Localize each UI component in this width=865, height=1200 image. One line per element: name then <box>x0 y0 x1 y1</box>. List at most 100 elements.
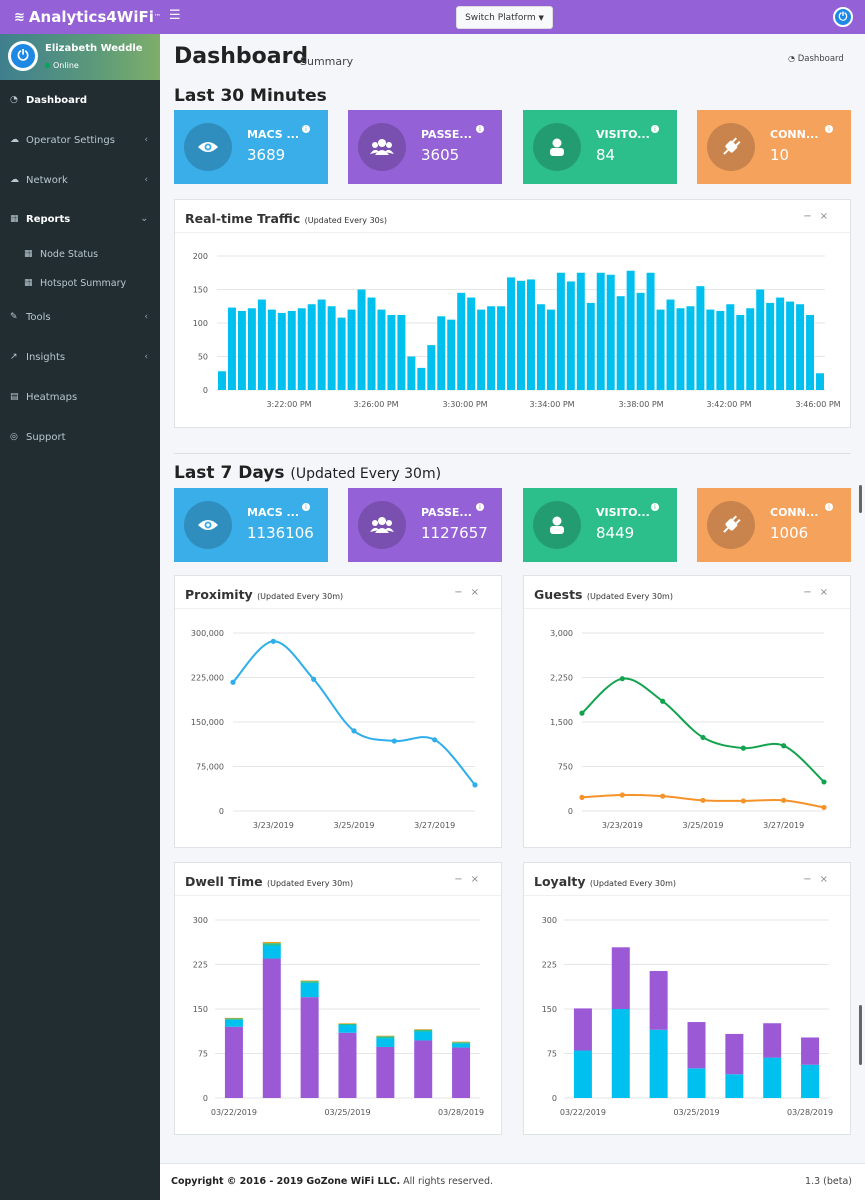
info-icon[interactable]: i <box>302 503 310 511</box>
sidebar-item-insights[interactable]: ↗ Insights ‹ <box>0 347 160 367</box>
y-tick-label: 150,000 <box>191 718 224 727</box>
stacked-bar-segment <box>300 982 319 998</box>
sidebar-item-tools[interactable]: ✎ Tools ‹ <box>0 307 160 327</box>
data-point[interactable] <box>781 743 787 749</box>
data-point[interactable] <box>700 797 706 803</box>
sidebar-item-node-status[interactable]: ▦ Node Status <box>0 244 160 264</box>
y-tick-label: 0 <box>552 1094 557 1103</box>
data-point[interactable] <box>660 698 666 704</box>
traffic-bar <box>417 367 426 390</box>
info-icon[interactable]: i <box>476 125 484 133</box>
info-icon[interactable]: i <box>825 125 833 133</box>
sidebar-item-label: Heatmaps <box>26 391 78 403</box>
traffic-title: Real-time Traffic (Updated Every 30s) <box>185 211 387 226</box>
traffic-bar <box>227 307 236 390</box>
data-point[interactable] <box>579 710 585 716</box>
data-point[interactable] <box>660 793 666 799</box>
info-box-connections[interactable]: CONN... 1006 i <box>697 488 851 562</box>
table-icon: ▦ <box>10 214 19 224</box>
y-tick-label: 50 <box>198 353 208 362</box>
caret-down-icon: ▼ <box>538 13 544 22</box>
last-7-heading-sub: (Updated Every 30m) <box>290 466 442 482</box>
info-box-connections[interactable]: CONN... 10 i <box>697 110 851 184</box>
info-box-passersby[interactable]: PASSE... 3605 i <box>348 110 502 184</box>
info-icon[interactable]: i <box>651 503 659 511</box>
brand-logo[interactable]: ≋ Analytics4WiFi ™ <box>0 0 161 34</box>
sidebar-item-reports[interactable]: ▦ Reports ⌄ <box>0 209 160 229</box>
sidebar-item-operator-settings[interactable]: ☁ Operator Settings ‹ <box>0 130 160 150</box>
data-point[interactable] <box>740 798 746 804</box>
panel-tools[interactable]: −× <box>803 874 836 885</box>
sidebar-item-heatmaps[interactable]: ▤ Heatmaps <box>0 387 160 407</box>
chevron-down-icon: ⌄ <box>140 214 148 224</box>
sidebar-item-support[interactable]: ◎ Support <box>0 427 160 447</box>
traffic-bar <box>746 308 755 390</box>
traffic-bar <box>467 297 476 390</box>
info-icon[interactable]: i <box>302 125 310 133</box>
x-tick-label: 3:26:00 PM <box>353 400 398 409</box>
info-icon[interactable]: i <box>651 125 659 133</box>
y-tick-label: 150 <box>193 286 208 295</box>
loyalty-title: Loyalty (Updated Every 30m) <box>534 874 676 889</box>
panel-tools[interactable]: −× <box>454 587 487 598</box>
brand-name: Analytics4WiFi <box>28 8 154 26</box>
dashboard-icon: ◔ <box>788 54 795 63</box>
data-point[interactable] <box>311 676 317 682</box>
data-point[interactable] <box>619 792 625 798</box>
data-point[interactable] <box>270 638 276 644</box>
sidebar-item-label: Operator Settings <box>26 134 115 146</box>
traffic-bar <box>606 274 615 390</box>
traffic-bar <box>407 356 416 390</box>
traffic-bar <box>397 314 406 390</box>
info-box-visitors[interactable]: VISITO... 8449 i <box>523 488 677 562</box>
stacked-bar-segment <box>801 1037 820 1065</box>
guests-chart: 0 750 1,500 2,250 3,000 3/23/2019 3/25/2019 3/2… <box>550 629 827 830</box>
sidebar-item-network[interactable]: ☁ Network ‹ <box>0 170 160 190</box>
sidebar-item-label: Tools <box>26 311 51 323</box>
info-box-macs[interactable]: MACS ... 1136106 i <box>174 488 328 562</box>
scrollbar-thumb[interactable] <box>859 1005 862 1065</box>
sidebar-item-hotspot-summary[interactable]: ▦ Hotspot Summary <box>0 273 160 293</box>
scrollbar-thumb[interactable] <box>859 485 862 513</box>
panel-tools[interactable]: −× <box>803 587 836 598</box>
wrench-icon: ✎ <box>10 312 18 322</box>
page-title: Dashboard <box>174 44 309 69</box>
data-point[interactable] <box>700 734 706 741</box>
hamburger-icon[interactable]: ☰ <box>169 8 181 23</box>
data-point[interactable] <box>351 728 357 734</box>
traffic-bar <box>287 310 296 390</box>
traffic-bar <box>347 309 356 390</box>
info-box-visitors[interactable]: VISITO... 84 i <box>523 110 677 184</box>
data-point[interactable] <box>432 737 438 743</box>
info-box-macs[interactable]: MACS ... 3689 i <box>174 110 328 184</box>
info-box-passersby[interactable]: PASSE... 1127657 i <box>348 488 502 562</box>
traffic-bar <box>796 304 805 390</box>
data-point[interactable] <box>619 676 625 682</box>
stacked-bar-segment <box>452 1041 471 1043</box>
x-tick-label: 3:46:00 PM <box>795 400 840 409</box>
breadcrumb[interactable]: ◔ Dashboard <box>788 54 844 64</box>
data-point[interactable] <box>821 804 827 811</box>
data-point[interactable] <box>472 782 478 788</box>
x-tick-label: 03/22/2019 <box>560 1108 606 1117</box>
panel-tools[interactable]: −× <box>803 211 836 222</box>
brand-tm: ™ <box>153 13 161 21</box>
data-point[interactable] <box>579 794 585 800</box>
dashboard-icon: ◔ <box>10 95 18 105</box>
y-tick-label: 150 <box>193 1005 208 1014</box>
user-menu-avatar[interactable]: ⏻ <box>833 7 853 27</box>
data-point[interactable] <box>740 745 746 751</box>
data-point[interactable] <box>781 797 787 803</box>
data-point[interactable] <box>230 679 236 685</box>
panel-tools[interactable]: −× <box>454 874 487 885</box>
switch-platform-button[interactable]: Switch Platform ▼ <box>456 6 553 29</box>
section-divider <box>174 453 851 454</box>
info-icon[interactable]: i <box>476 503 484 511</box>
map-icon: ▤ <box>10 392 19 402</box>
chevron-left-icon: ‹ <box>144 135 148 145</box>
info-icon[interactable]: i <box>825 503 833 511</box>
stacked-bar-segment <box>414 1029 433 1030</box>
data-point[interactable] <box>391 738 397 744</box>
sidebar-item-dashboard[interactable]: ◔ Dashboard <box>0 90 160 110</box>
data-point[interactable] <box>821 779 827 785</box>
